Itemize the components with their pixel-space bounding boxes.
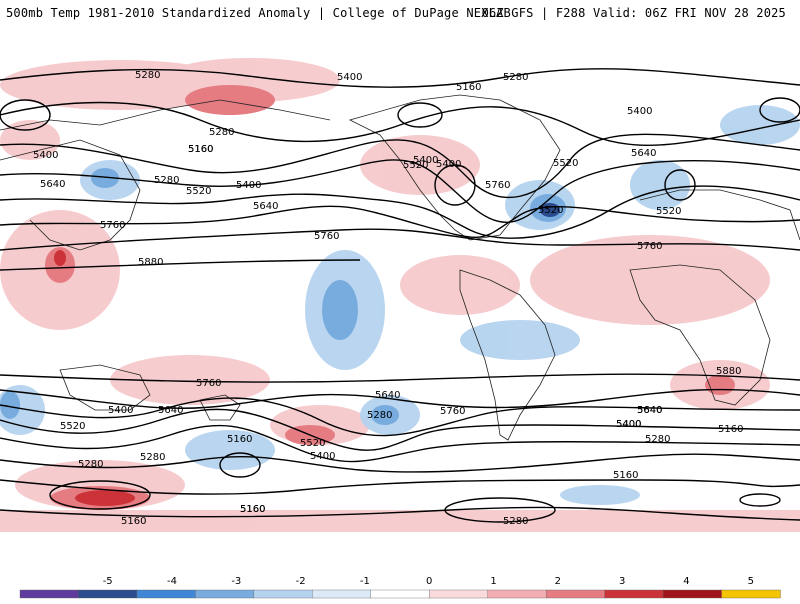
map-title: 500mb Temp 1981-2010 Standardized Anomal… xyxy=(6,6,511,20)
contour-label: 5400 xyxy=(616,419,641,430)
contour-label: 5760 xyxy=(485,180,510,191)
contour-label: 5280 xyxy=(645,434,670,445)
contour-label: 5280 xyxy=(503,516,528,527)
colorbar-swatch xyxy=(487,589,547,599)
contour-label: 5160 xyxy=(188,144,213,155)
colorbar-tick-label: 0 xyxy=(426,576,432,587)
contour-label: 5280 xyxy=(503,72,528,83)
anomaly-map: 5280 5400 5160 5280 5400 5160 5280 5400 … xyxy=(0,40,800,532)
contour-label: 5760 xyxy=(314,231,339,242)
contour-label: 5760 xyxy=(196,378,221,389)
colorbar-swatch xyxy=(545,589,606,599)
colorbar-tick-label: 2 xyxy=(555,576,561,587)
contour-label: 5400 xyxy=(236,180,261,191)
contour-label: 5760 xyxy=(100,220,125,231)
colorbar-tick-label: -1 xyxy=(360,576,370,587)
contour-label: 5400 xyxy=(413,155,438,166)
contour-label: 5400 xyxy=(627,106,652,117)
colorbar-swatch xyxy=(312,589,372,599)
colorbar-swatch xyxy=(195,589,255,599)
contour-label: 5160 xyxy=(456,82,481,93)
model-valid-time: 06Z GFS | F288 Valid: 06Z FRI NOV 28 202… xyxy=(481,6,786,20)
contour-label: 5160 xyxy=(613,470,638,481)
contour-label: 5520 xyxy=(553,158,578,169)
contour-label: 5160 xyxy=(240,504,265,515)
colorbar-swatches xyxy=(19,589,781,599)
contour-label: 5160 xyxy=(121,516,146,527)
contour-label-group: 5280 5400 5160 5280 5400 5160 5280 5400 … xyxy=(33,70,743,527)
contour-label: 5520 xyxy=(403,160,428,171)
contour-label: 5760 xyxy=(440,406,465,417)
contour-label: 5400 xyxy=(33,150,58,161)
colorbar-tick-label: 1 xyxy=(490,576,496,587)
contour-label: 5640 xyxy=(637,405,662,416)
contour-label: 5160 xyxy=(227,434,252,445)
colorbar: -5 -4 -3 -2 -1 0 1 2 3 4 5 xyxy=(0,560,800,600)
contour-label: 5640 xyxy=(375,390,400,401)
height-contours xyxy=(0,68,800,523)
colorbar-tick-label: -4 xyxy=(167,576,177,587)
colorbar-tick-label: -3 xyxy=(231,576,241,587)
colorbar-swatch xyxy=(136,589,197,599)
colorbar-swatch xyxy=(370,589,430,599)
contour-label: 5280 xyxy=(209,127,234,138)
contour-label: 5400 xyxy=(310,451,335,462)
colorbar-swatch xyxy=(19,589,80,599)
contour-label: 5520 xyxy=(300,438,325,449)
contour-label: 5760 xyxy=(637,241,662,252)
contour-label: 5520 xyxy=(656,206,681,217)
contour-label: 5280 xyxy=(367,410,392,421)
contour-label: 5640 xyxy=(158,405,183,416)
contour-label: 5400 xyxy=(337,72,362,83)
contour-label: 5520 xyxy=(538,205,563,216)
contour-label: 5640 xyxy=(637,405,662,416)
colorbar-swatch xyxy=(604,589,664,599)
contour-label: 5160 xyxy=(240,504,265,515)
colorbar-swatch xyxy=(429,589,489,599)
contour-label: 5400 xyxy=(436,159,461,170)
contour-label: 5280 xyxy=(154,175,179,186)
colorbar-tick-label: 4 xyxy=(683,576,689,587)
contour-label: 5400 xyxy=(108,405,133,416)
warm-anomaly-peak xyxy=(54,250,135,506)
colorbar-swatch xyxy=(78,589,138,599)
contour-label: 5280 xyxy=(140,452,165,463)
colorbar-tick-label: -2 xyxy=(296,576,306,587)
colorbar-tick-label: 3 xyxy=(619,576,625,587)
contour-label: 5640 xyxy=(40,179,65,190)
contour-label: 5640 xyxy=(631,148,656,159)
contour-label: 5160 xyxy=(718,424,743,435)
colorbar-swatch xyxy=(721,589,781,599)
contour-label: 5160 xyxy=(188,144,213,155)
contour-label: 5400 xyxy=(616,419,641,430)
contour-label: 5280 xyxy=(78,459,103,470)
contour-label: 5280 xyxy=(135,70,160,81)
cold-anomaly-core xyxy=(0,168,566,425)
colorbar-swatch xyxy=(662,589,723,599)
contour-label: 5880 xyxy=(716,366,741,377)
contour-label: 5880 xyxy=(138,257,163,268)
colorbar-swatch xyxy=(253,589,314,599)
contour-label: 5640 xyxy=(253,201,278,212)
colorbar-tick-labels: -5 -4 -3 -2 -1 0 1 2 3 4 5 xyxy=(103,576,754,587)
colorbar-tick-label: -5 xyxy=(103,576,113,587)
contour-label: 5520 xyxy=(186,186,211,197)
colorbar-tick-label: 5 xyxy=(748,576,754,587)
contour-label: 5520 xyxy=(60,421,85,432)
